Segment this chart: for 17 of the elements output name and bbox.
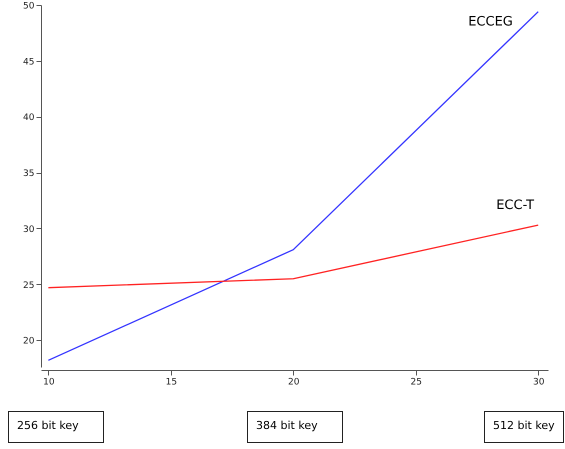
text: 512 bit key [484, 411, 564, 443]
y-tick-label: 20 [23, 336, 35, 347]
text: 384 bit key [247, 411, 343, 443]
y-tick-label: 40 [23, 113, 35, 124]
text: 256 bit key [8, 411, 104, 443]
y-tick-label: 30 [23, 224, 35, 235]
y-tick-label: 50 [23, 2, 35, 12]
y-tick-label: 45 [23, 57, 34, 68]
y-tick-label: 25 [23, 280, 34, 291]
x-tick-label: 15 [166, 378, 178, 388]
x-tick-label: 10 [43, 378, 55, 388]
series-label: ECCEG [468, 14, 513, 30]
y-tick-label: 35 [23, 169, 34, 180]
x-tick-label: 20 [288, 378, 300, 388]
x-tick-label: 25 [410, 378, 422, 388]
x-tick-label: 30 [532, 378, 545, 388]
series-label: ECC-T [496, 198, 534, 214]
